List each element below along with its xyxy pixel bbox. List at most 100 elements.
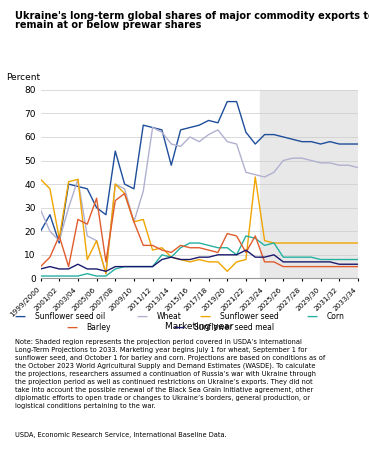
Corn [188, 240, 192, 246]
Sunflower seed oil [356, 141, 360, 147]
Wheat [244, 170, 248, 175]
Text: —: — [15, 312, 26, 321]
Text: Percent: Percent [6, 73, 40, 82]
Sunflower seed oil [309, 139, 314, 145]
Corn [281, 255, 286, 260]
Barley [328, 264, 332, 269]
Barley [206, 247, 211, 253]
Corn [178, 245, 183, 251]
Sunflower seed [197, 257, 201, 262]
Corn [132, 264, 136, 269]
Barley [38, 264, 43, 269]
Wheat [123, 186, 127, 191]
Sunflower seed meal [38, 266, 43, 272]
Sunflower seed meal [123, 264, 127, 269]
Sunflower seed [94, 238, 99, 243]
Wheat [38, 207, 43, 213]
Barley [253, 233, 258, 239]
Sunflower seed [206, 259, 211, 264]
Sunflower seed [48, 186, 52, 191]
Barley [160, 247, 164, 253]
Wheat [309, 158, 314, 163]
Sunflower seed meal [160, 257, 164, 262]
Text: —: — [199, 312, 210, 321]
Bar [260, 90, 358, 278]
Sunflower seed [141, 217, 145, 222]
Text: Note: Shaded region represents the projection period covered in USDA’s Internati: Note: Shaded region represents the proje… [15, 339, 325, 409]
Sunflower seed oil [318, 141, 323, 147]
Text: —: — [137, 312, 148, 321]
Sunflower seed oil [216, 120, 220, 125]
Sunflower seed oil [151, 125, 155, 130]
Sunflower seed oil [141, 123, 145, 128]
Barley [104, 259, 108, 264]
Sunflower seed meal [94, 266, 99, 272]
Barley [281, 264, 286, 269]
Wheat [76, 176, 80, 182]
Line: Barley: Barley [41, 194, 358, 267]
Wheat [346, 163, 351, 168]
Sunflower seed meal [76, 261, 80, 267]
Corn [356, 257, 360, 262]
Corn [309, 255, 314, 260]
Barley [141, 242, 145, 248]
Wheat [132, 219, 136, 224]
Corn [169, 255, 173, 260]
Sunflower seed meal [234, 252, 239, 258]
Wheat [262, 174, 267, 180]
Text: Sunflower seed oil: Sunflower seed oil [35, 312, 105, 321]
Sunflower seed oil [300, 139, 304, 145]
Sunflower seed [169, 255, 173, 260]
Sunflower seed oil [197, 123, 201, 128]
Sunflower seed [244, 257, 248, 262]
Barley [123, 191, 127, 196]
Text: Barley: Barley [87, 323, 111, 332]
Corn [151, 264, 155, 269]
Wheat [188, 134, 192, 140]
Sunflower seed [160, 245, 164, 251]
Barley [290, 264, 295, 269]
X-axis label: Marketing year: Marketing year [165, 322, 234, 331]
Barley [244, 250, 248, 255]
Sunflower seed meal [104, 269, 108, 274]
Sunflower seed oil [160, 127, 164, 132]
Wheat [85, 233, 89, 239]
Line: Corn: Corn [41, 236, 358, 276]
Sunflower seed meal [216, 252, 220, 258]
Text: —: — [306, 312, 317, 321]
Barley [272, 259, 276, 264]
Sunflower seed [151, 247, 155, 253]
Corn [300, 255, 304, 260]
Corn [253, 236, 258, 241]
Barley [66, 264, 71, 269]
Sunflower seed [66, 179, 71, 185]
Wheat [356, 165, 360, 170]
Wheat [197, 139, 201, 145]
Wheat [328, 160, 332, 166]
Corn [66, 273, 71, 279]
Wheat [66, 205, 71, 210]
Sunflower seed oil [253, 141, 258, 147]
Sunflower seed meal [328, 259, 332, 264]
Sunflower seed [300, 240, 304, 246]
Barley [151, 242, 155, 248]
Wheat [94, 238, 99, 243]
Barley [197, 245, 201, 251]
Corn [318, 257, 323, 262]
Corn [346, 257, 351, 262]
Sunflower seed meal [178, 257, 183, 262]
Text: Sunflower seed meal: Sunflower seed meal [194, 323, 274, 332]
Barley [300, 264, 304, 269]
Sunflower seed meal [85, 266, 89, 272]
Sunflower seed oil [57, 240, 62, 246]
Barley [309, 264, 314, 269]
Sunflower seed [216, 259, 220, 264]
Sunflower seed [356, 240, 360, 246]
Sunflower seed oil [85, 186, 89, 191]
Text: Wheat: Wheat [157, 312, 182, 321]
Sunflower seed oil [225, 99, 230, 104]
Sunflower seed meal [188, 257, 192, 262]
Wheat [216, 127, 220, 132]
Sunflower seed oil [76, 184, 80, 189]
Sunflower seed oil [234, 99, 239, 104]
